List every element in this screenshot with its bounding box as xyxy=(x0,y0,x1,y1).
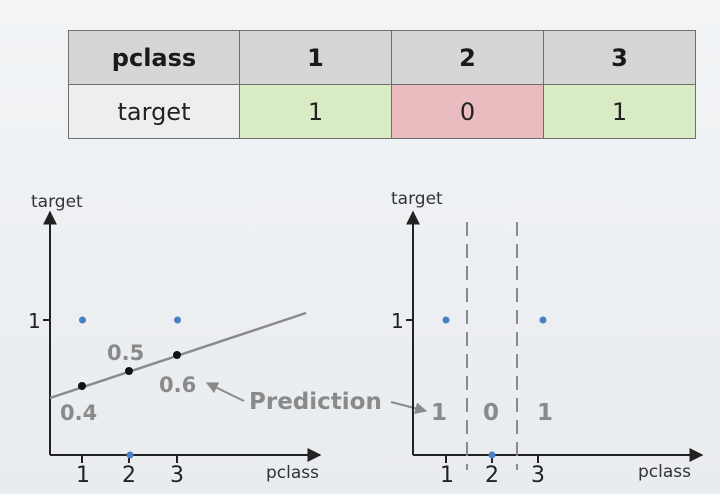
left-y-axis-label: target xyxy=(31,192,83,212)
table-header-row: pclass 1 2 3 xyxy=(68,30,696,85)
target-value-cell: 1 xyxy=(239,84,392,139)
prediction-arrow xyxy=(390,401,428,415)
right-plot: target pclass 1 1 2 3 1 0 1 xyxy=(391,189,704,488)
header-value-cell: 1 xyxy=(239,30,392,85)
left-x-tick-label: 1 xyxy=(76,463,90,488)
prediction-point xyxy=(173,351,181,359)
encoding-table: pclass 1 2 3 target 1 0 1 xyxy=(68,30,696,139)
left-target-points xyxy=(79,316,181,459)
region-prediction-label: 1 xyxy=(431,400,447,426)
right-x-axis-label: pclass xyxy=(638,462,691,482)
target-point xyxy=(442,316,450,324)
table-target-row: target 1 0 1 xyxy=(68,84,696,139)
left-prediction-points xyxy=(78,351,181,390)
target-value-cell: 1 xyxy=(543,84,696,139)
left-plot: target pclass 1 1 2 3 0.4 0.5 0.6 xyxy=(28,192,322,488)
target-point xyxy=(174,316,181,324)
right-x-tick-label: 3 xyxy=(531,463,545,488)
left-x-tick-label: 2 xyxy=(122,463,136,488)
header-label-cell: pclass xyxy=(68,30,240,85)
region-prediction-label: 1 xyxy=(537,400,553,426)
target-point xyxy=(79,316,86,324)
header-value-cell: 3 xyxy=(543,30,696,85)
header-value-cell: 2 xyxy=(391,30,544,85)
prediction-arrow xyxy=(205,382,245,402)
prediction-annotation: Prediction xyxy=(249,389,382,415)
left-x-axis-label: pclass xyxy=(266,463,319,483)
prediction-value-label: 0.6 xyxy=(159,373,196,397)
prediction-point xyxy=(78,382,86,390)
target-value-cell: 0 xyxy=(391,84,544,139)
target-point xyxy=(126,451,134,459)
prediction-point xyxy=(125,367,133,375)
prediction-value-label: 0.5 xyxy=(107,341,144,365)
target-point xyxy=(488,451,496,459)
right-y-axis-label: target xyxy=(391,189,443,209)
prediction-value-label: 0.4 xyxy=(60,401,97,425)
right-x-tick-label: 2 xyxy=(485,463,499,488)
region-prediction-label: 0 xyxy=(483,400,499,426)
left-x-tick-label: 3 xyxy=(170,463,184,488)
right-x-tick-label: 1 xyxy=(440,463,454,488)
left-y-tick-label: 1 xyxy=(28,309,41,333)
right-y-tick-label: 1 xyxy=(391,309,404,333)
right-target-points xyxy=(442,316,547,459)
row-label-cell: target xyxy=(68,84,240,139)
target-point xyxy=(539,316,547,324)
